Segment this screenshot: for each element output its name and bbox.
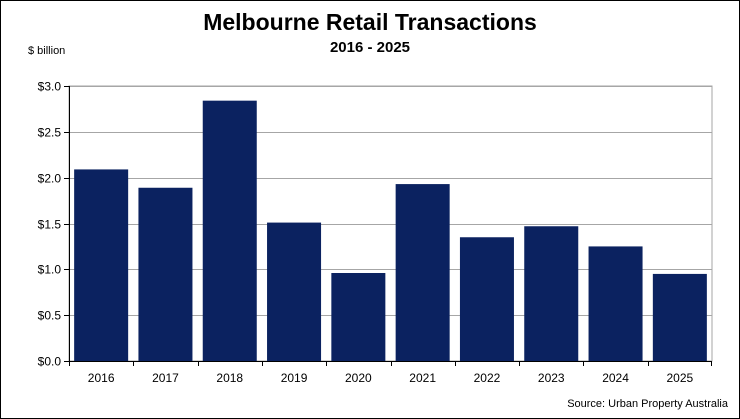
x-tick-label: 2017 bbox=[152, 371, 179, 385]
chart-subtitle: 2016 - 2025 bbox=[329, 39, 411, 56]
source-note: Source: Urban Property Australia bbox=[567, 398, 728, 410]
bar bbox=[524, 226, 579, 361]
y-tick-label: $1.5 bbox=[38, 218, 62, 232]
chart-title: Melbourne Retail Transactions bbox=[203, 9, 537, 35]
bar bbox=[459, 237, 514, 361]
x-tick-label: 2024 bbox=[602, 371, 629, 385]
y-tick-label: $0.0 bbox=[38, 355, 62, 369]
x-tick-label: 2021 bbox=[409, 371, 436, 385]
y-tick-label: $3.0 bbox=[38, 80, 62, 94]
bar bbox=[331, 273, 386, 361]
x-tick-label: 2018 bbox=[216, 371, 243, 385]
bar bbox=[652, 273, 707, 361]
x-tick-label: 2019 bbox=[281, 371, 308, 385]
bar bbox=[395, 184, 450, 361]
x-tick-label: 2016 bbox=[88, 371, 115, 385]
y-tick-label: $0.5 bbox=[38, 309, 62, 323]
x-tick-label: 2025 bbox=[666, 371, 693, 385]
bar bbox=[267, 222, 322, 361]
bar bbox=[588, 246, 643, 361]
y-tick-label: $1.0 bbox=[38, 263, 62, 277]
y-axis-unit-label: $ billion bbox=[28, 45, 66, 57]
x-tick-label: 2023 bbox=[538, 371, 565, 385]
y-tick-label: $2.0 bbox=[38, 172, 62, 186]
x-tick-label: 2020 bbox=[345, 371, 372, 385]
y-tick-label: $2.5 bbox=[38, 126, 62, 140]
x-tick-label: 2022 bbox=[474, 371, 501, 385]
bar bbox=[202, 100, 257, 362]
bar bbox=[74, 169, 129, 361]
bar bbox=[138, 187, 193, 361]
